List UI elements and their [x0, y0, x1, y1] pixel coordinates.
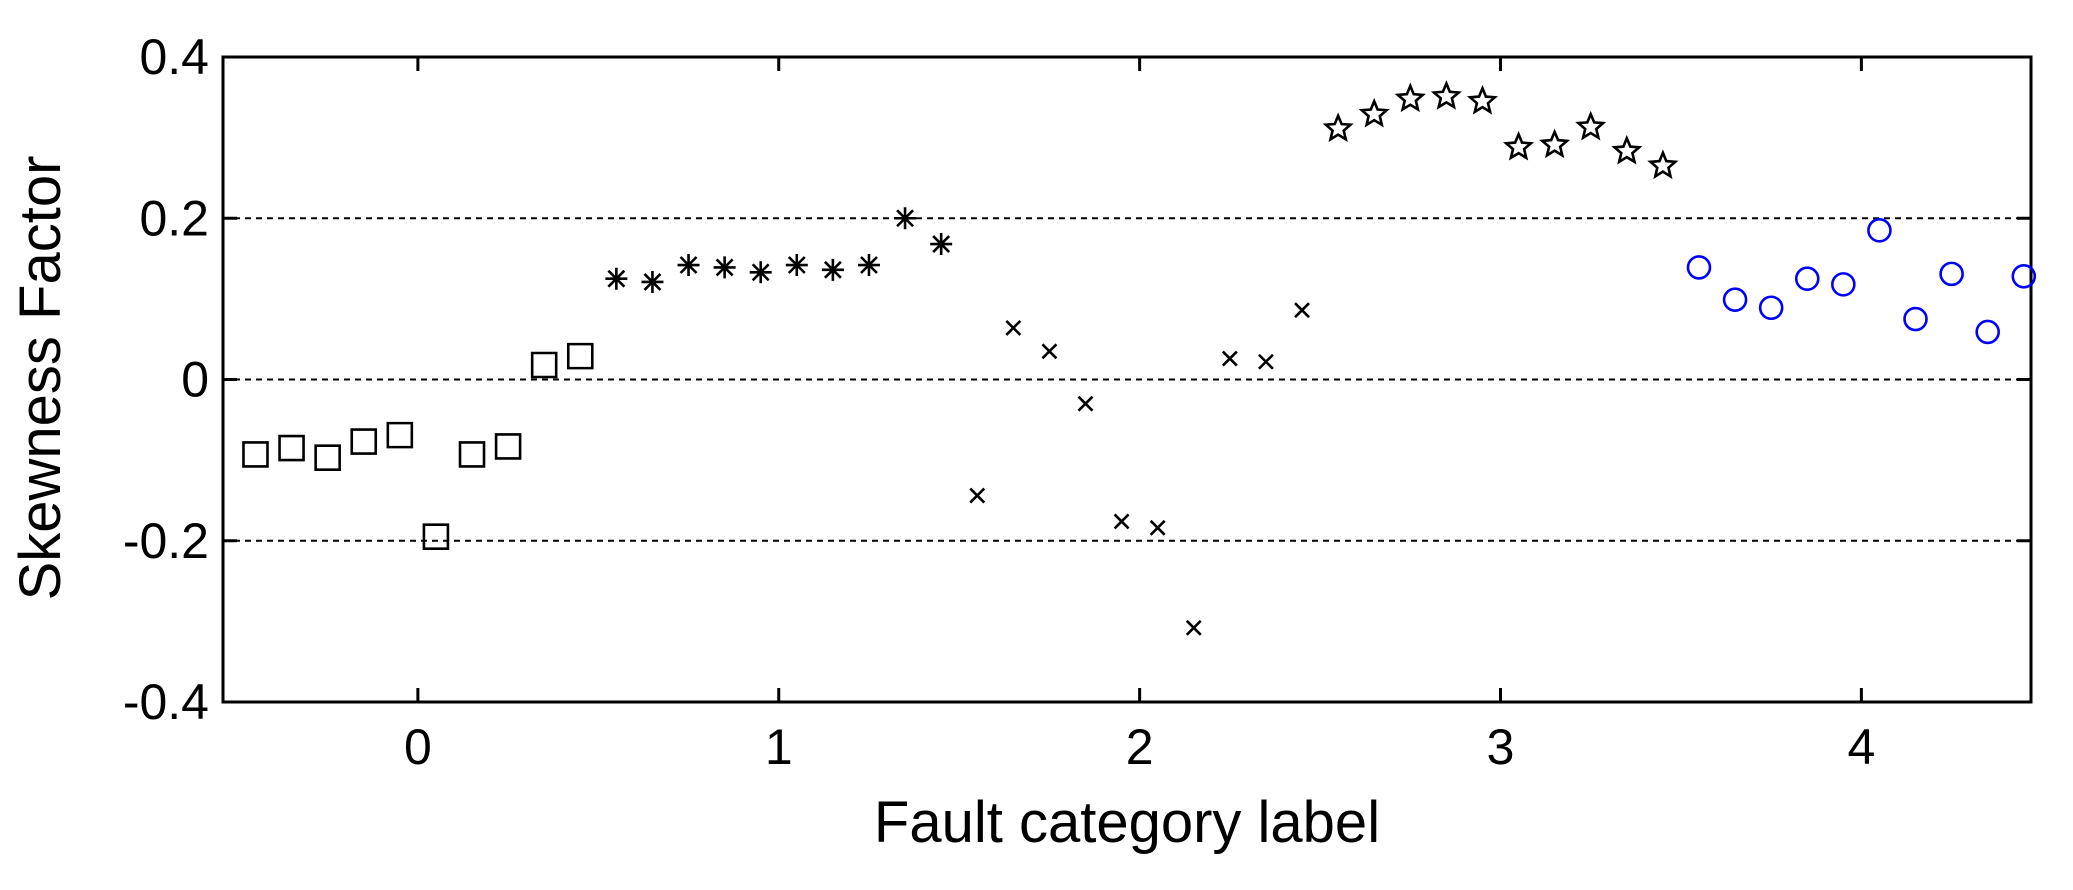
point — [422, 523, 450, 551]
point — [1903, 306, 1928, 332]
point — [641, 270, 664, 293]
point — [242, 441, 269, 468]
point — [1358, 97, 1390, 128]
point — [530, 351, 558, 379]
x-tick-label: 4 — [1847, 719, 1875, 775]
point — [1867, 218, 1892, 243]
point — [1113, 513, 1130, 530]
point — [386, 421, 414, 449]
point — [1322, 112, 1354, 143]
point — [566, 342, 594, 370]
point — [1575, 110, 1607, 141]
x-tick-label: 1 — [765, 719, 793, 775]
point — [350, 428, 378, 455]
point — [278, 434, 305, 462]
x-tick-label: 0 — [404, 719, 432, 775]
point — [1221, 350, 1238, 367]
point — [1539, 128, 1571, 159]
point — [1466, 84, 1498, 115]
point — [458, 441, 486, 468]
point — [1758, 295, 1784, 320]
point — [749, 261, 772, 284]
point — [1294, 302, 1310, 319]
point — [677, 254, 700, 277]
point — [1430, 80, 1462, 110]
point — [2011, 264, 2037, 289]
point — [1647, 149, 1679, 180]
point — [1077, 395, 1094, 412]
x-tick-label: 2 — [1126, 719, 1154, 775]
point — [1258, 353, 1274, 370]
point — [857, 254, 880, 277]
point — [494, 433, 522, 460]
point — [1939, 261, 1964, 287]
point — [1149, 519, 1166, 536]
point — [1041, 343, 1058, 360]
point — [713, 256, 736, 279]
point — [1686, 255, 1712, 280]
point — [1831, 272, 1856, 297]
y-tick-label: 0.2 — [139, 190, 209, 246]
y-axis-label: Skewness Factor — [8, 156, 73, 601]
point — [1611, 134, 1643, 165]
point — [785, 254, 808, 277]
point — [1394, 82, 1426, 113]
y-tick-label: 0.4 — [139, 29, 209, 85]
y-tick-label: -0.2 — [123, 513, 209, 569]
point — [1722, 287, 1748, 312]
point — [1794, 266, 1820, 291]
point — [930, 233, 953, 256]
point — [314, 444, 341, 472]
plot-frame — [221, 55, 2033, 704]
y-tick-label: 0 — [181, 352, 209, 408]
point — [1005, 319, 1022, 336]
x-axis-label: Fault category label — [874, 790, 1380, 855]
point — [821, 258, 844, 281]
point — [969, 487, 986, 504]
point — [1975, 319, 2000, 345]
y-tick-label: -0.4 — [123, 674, 209, 730]
x-tick-label: 3 — [1487, 719, 1515, 775]
point — [1502, 130, 1535, 161]
point — [894, 207, 917, 230]
point — [605, 267, 628, 290]
point — [1185, 619, 1202, 636]
